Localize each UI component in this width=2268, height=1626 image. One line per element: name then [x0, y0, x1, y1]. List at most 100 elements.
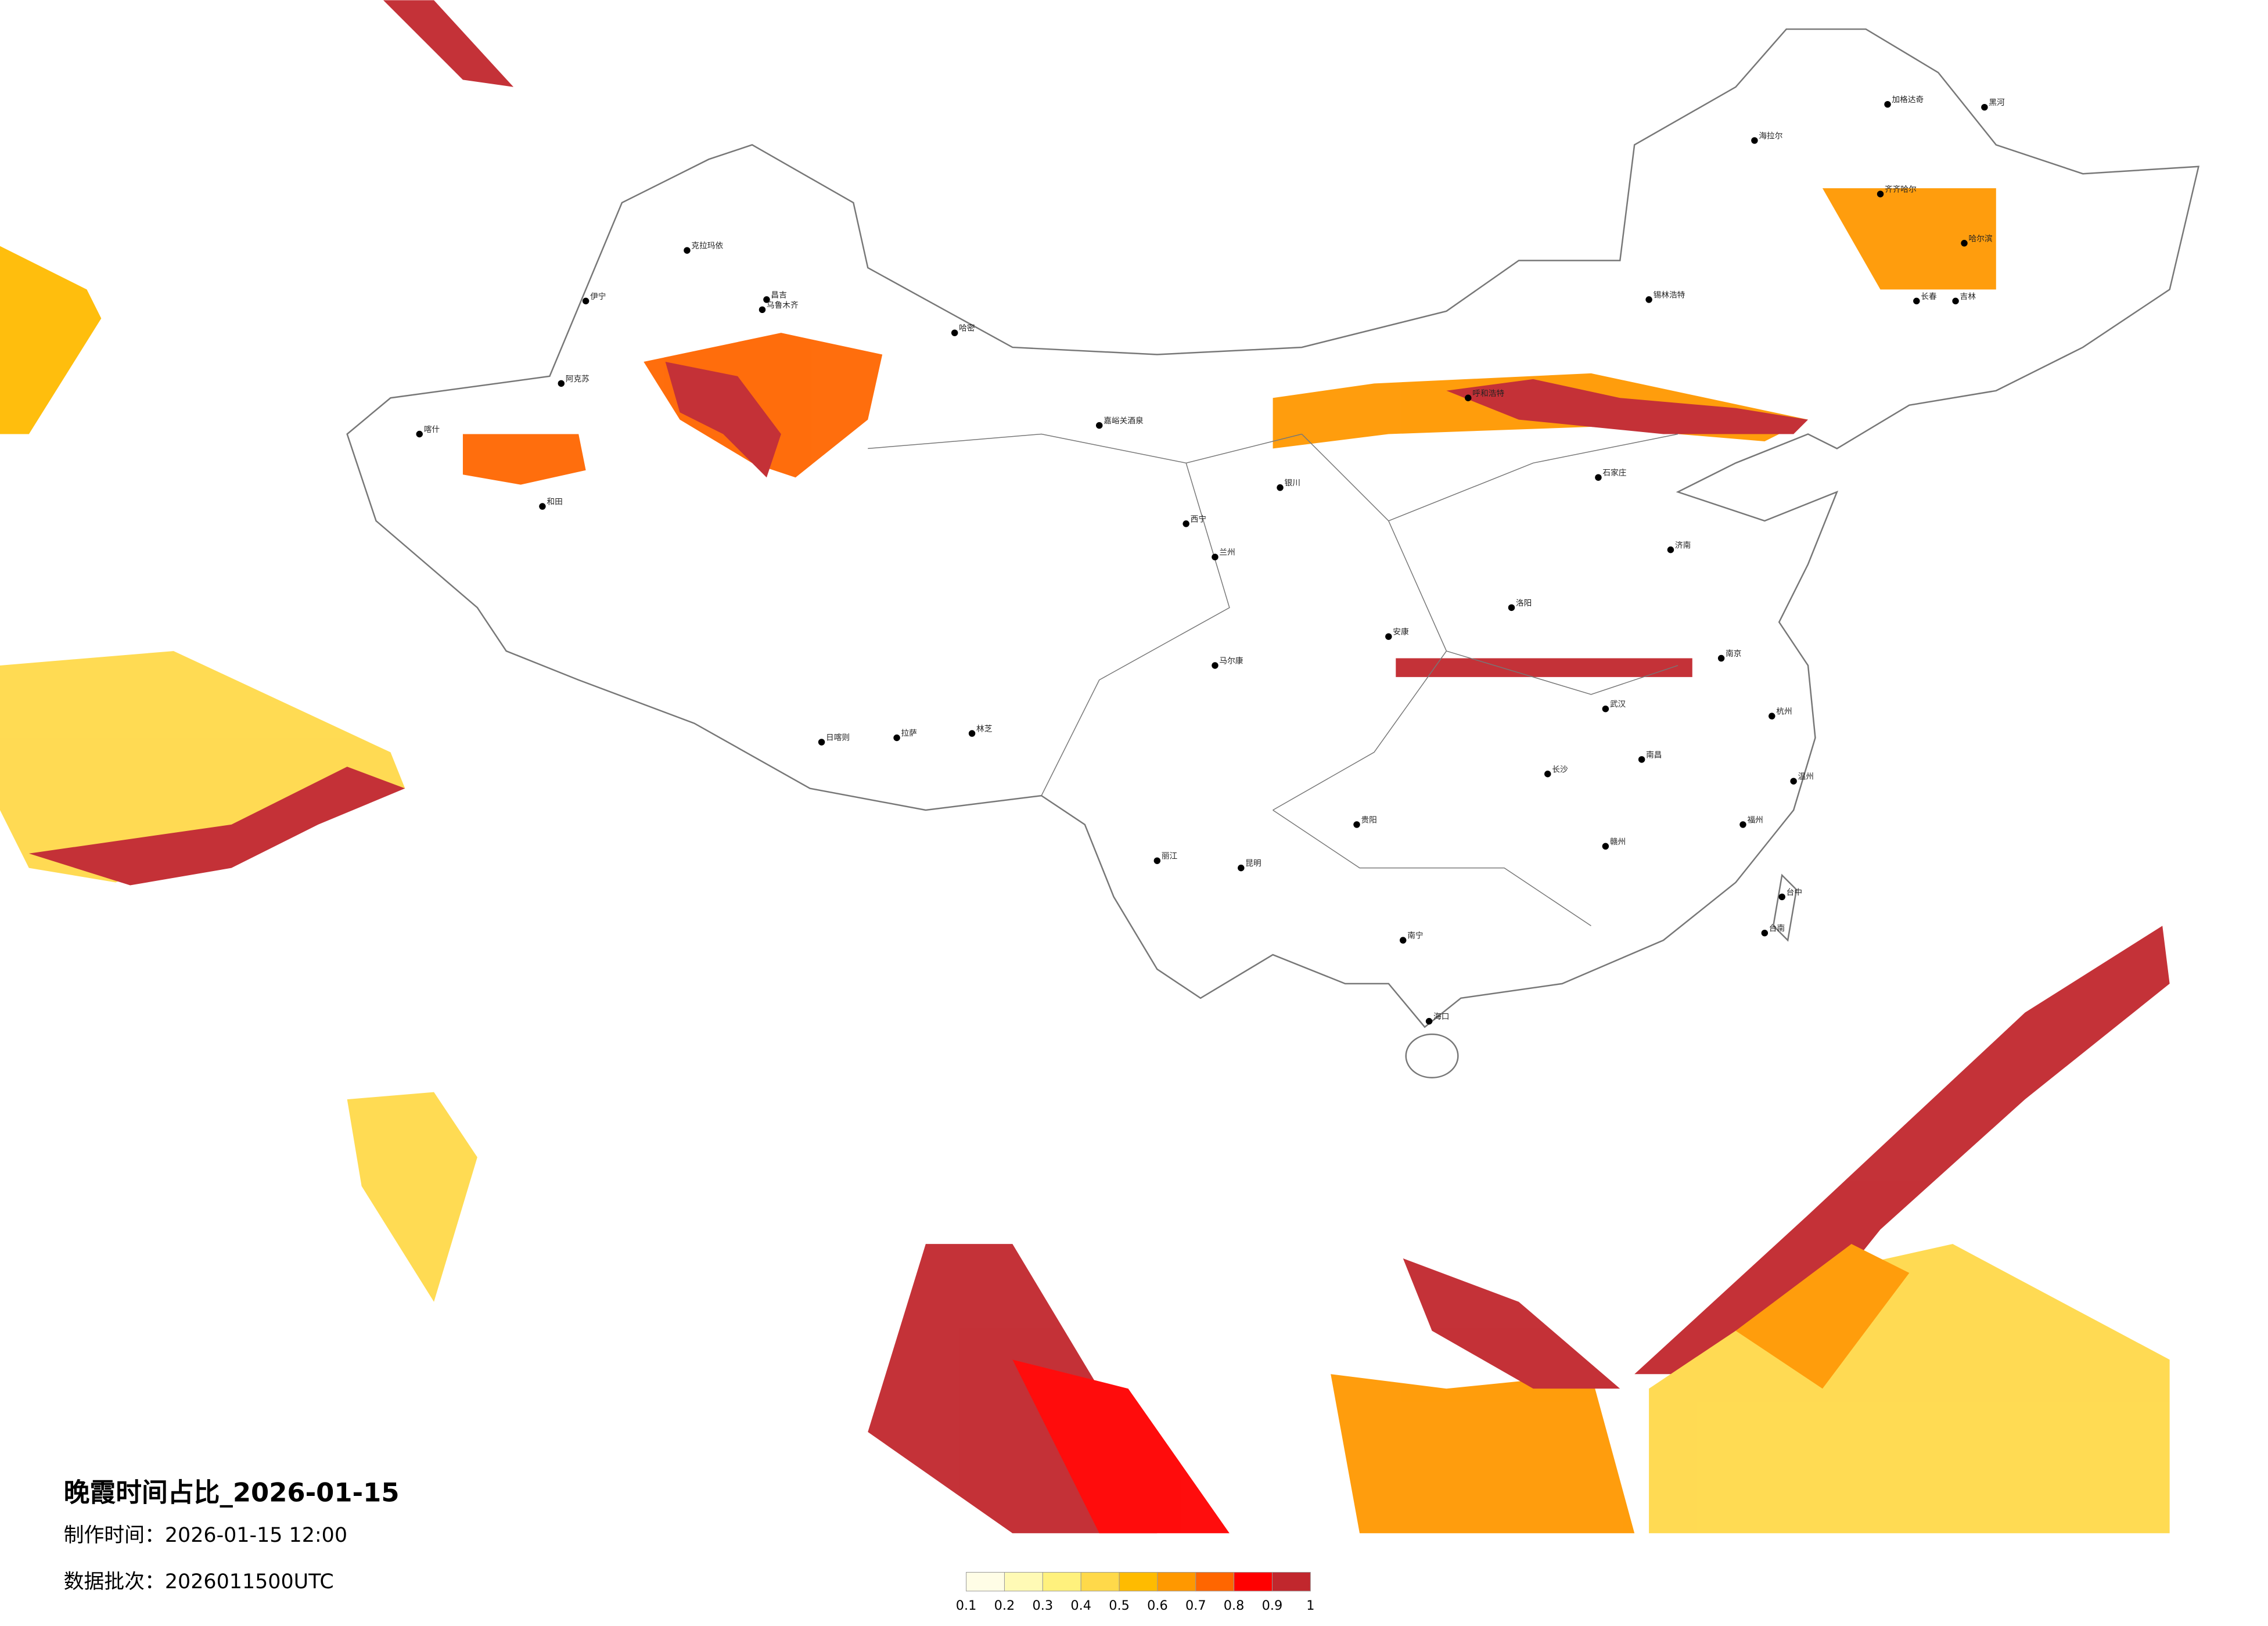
heat-patch	[1012, 1359, 1230, 1534]
city-dot	[1769, 713, 1775, 720]
city-dot	[951, 329, 958, 336]
city-dot	[1238, 864, 1245, 872]
city-label: 丽江	[1162, 852, 1178, 861]
city-label: 哈密	[959, 323, 975, 333]
colorbar-tick-label: 0.6	[1147, 1598, 1168, 1613]
city-dot	[1277, 484, 1284, 491]
city-label: 吉林	[1960, 292, 1976, 301]
colorbar-tick-label: 0.3	[1033, 1598, 1054, 1613]
city-label: 银川	[1285, 479, 1300, 488]
boundary	[346, 28, 2200, 1078]
heat-patch	[1649, 1244, 2170, 1534]
city-dot	[1761, 929, 1769, 937]
colorbar: 0.1 0.2 0.3 0.4 0.5 0.6 0.7 0.8 0.9 1	[956, 1571, 1314, 1613]
city-label: 杭州	[1776, 707, 1792, 717]
city-dot	[759, 306, 766, 314]
city-dot	[1602, 843, 1609, 850]
colorbar-tick-label: 0.4	[1070, 1598, 1091, 1613]
city-dot	[684, 247, 691, 254]
city-dot	[1778, 893, 1785, 901]
city-label: 济南	[1675, 541, 1691, 550]
city-label: 石家庄	[1602, 468, 1626, 478]
city-dot	[1385, 633, 1392, 640]
city-label: 哈尔滨	[1968, 234, 1992, 243]
city-label: 昆明	[1245, 859, 1261, 868]
city-label: 日喀则	[826, 733, 850, 742]
city-label: 喀什	[424, 425, 440, 434]
city-label: 马尔康	[1219, 656, 1243, 666]
city-label: 海口	[1433, 1012, 1449, 1021]
city-dot	[968, 730, 976, 737]
city-label: 南昌	[1646, 750, 1662, 760]
city-label: 台中	[1787, 888, 1802, 897]
city-label: 南宁	[1407, 931, 1423, 941]
city-dot	[1595, 474, 1602, 481]
city-label: 黑河	[1989, 98, 2005, 107]
colorbar-swatch	[1080, 1571, 1120, 1592]
heat-layer	[0, 0, 2170, 1534]
data-batch: 数据批次：2026011500UTC	[64, 1570, 334, 1593]
city-label: 台南	[1769, 924, 1785, 933]
city-label: 嘉峪关酒泉	[1104, 416, 1144, 426]
city-label: 阿克苏	[566, 375, 590, 384]
city-dot	[1961, 240, 1968, 247]
city-label: 海拉尔	[1759, 131, 1782, 141]
colorbar-swatch	[1195, 1571, 1235, 1592]
city-dot	[582, 297, 590, 305]
city-label: 加格达奇	[1892, 95, 1924, 105]
colorbar-tick-label: 0.2	[994, 1598, 1015, 1613]
heat-patch	[644, 333, 883, 478]
city-label: 长春	[1921, 292, 1937, 301]
map-title: 晚霞时间占比_2026-01-15	[64, 1477, 400, 1508]
city-label: 西宁	[1191, 514, 1206, 524]
heat-patch	[1634, 926, 2170, 1375]
heat-patch	[383, 0, 514, 87]
city-dot	[1425, 1017, 1433, 1025]
city-label: 武汉	[1610, 700, 1626, 709]
heat-patch	[462, 434, 586, 485]
city-dot	[1751, 137, 1758, 144]
province-line	[868, 433, 1678, 926]
colorbar-swatch	[1042, 1571, 1081, 1592]
heat-patch	[1403, 1258, 1620, 1389]
city-label: 长沙	[1552, 765, 1568, 774]
city-dot	[1544, 771, 1551, 778]
city-label: 洛阳	[1516, 599, 1532, 608]
city-label: 和田	[547, 498, 562, 507]
colorbar-swatch	[1234, 1571, 1273, 1592]
city-label: 齐齐哈尔	[1885, 185, 1917, 195]
city-label: 克拉玛依	[691, 242, 723, 251]
city-label: 锡林浩特	[1654, 290, 1685, 300]
city-dot	[1182, 520, 1189, 527]
colorbar-swatch	[1119, 1571, 1158, 1592]
city-label: 安康	[1393, 627, 1409, 637]
heat-patch	[28, 767, 405, 886]
colorbar-swatch	[966, 1571, 1005, 1592]
city-dot	[1913, 297, 1920, 305]
colorbar-tick-label: 1	[1306, 1598, 1314, 1613]
island-outline	[1772, 873, 1798, 942]
city-dot	[1212, 553, 1219, 560]
city-label: 南京	[1726, 649, 1741, 659]
city-label: 贵阳	[1361, 815, 1376, 825]
city-label: 呼和浩特	[1472, 389, 1504, 398]
city-label: 温州	[1798, 772, 1814, 782]
heat-patch	[0, 651, 405, 883]
city-label: 乌鲁木齐	[767, 301, 799, 310]
city-dot	[763, 296, 770, 303]
city-label: 伊宁	[590, 292, 606, 301]
colorbar-swatch	[1157, 1571, 1196, 1592]
city-label: 福州	[1747, 815, 1763, 825]
city-dot	[416, 430, 423, 438]
city-dot	[1353, 821, 1360, 828]
city-dot	[1952, 297, 1959, 305]
city-dot	[1877, 190, 1884, 197]
city-dot	[1602, 705, 1609, 713]
colorbar-tick-label: 0.7	[1185, 1598, 1206, 1613]
city-label: 林芝	[976, 725, 993, 734]
heat-patch	[347, 1092, 477, 1302]
city-dot	[539, 503, 546, 510]
city-dot	[893, 734, 900, 742]
island-outline	[1405, 1033, 1459, 1078]
